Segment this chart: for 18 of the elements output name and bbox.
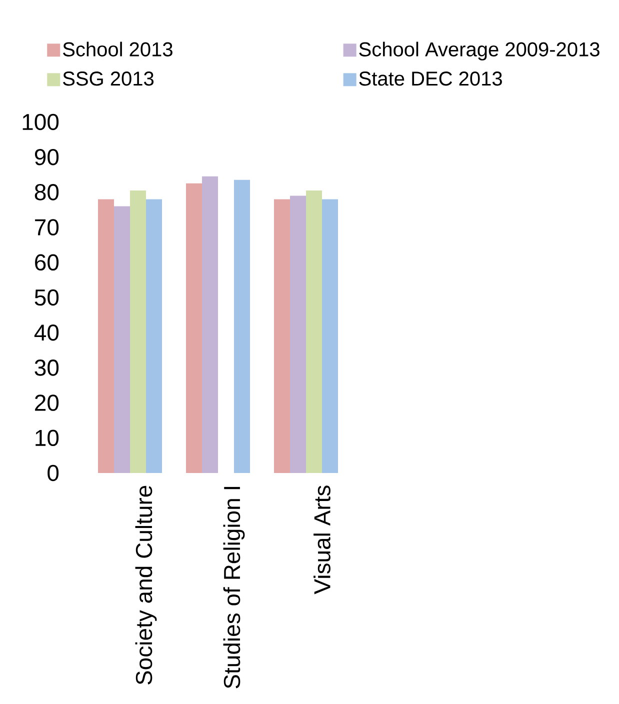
legend-label: School 2013	[63, 42, 172, 56]
legend-label: State DEC 2013	[359, 72, 502, 86]
y-tick-label: 10	[36, 430, 59, 446]
y-tick-label: 40	[34, 324, 59, 341]
legend-label: SSG 2013	[63, 72, 154, 86]
y-tick-label: 70	[35, 219, 59, 236]
y-tick-label: 100	[22, 114, 59, 130]
x-tick-label: Studies of Religion I	[223, 486, 245, 688]
y-tick-label: 0	[48, 464, 59, 482]
legend-label: School Average 2009-2013	[359, 42, 600, 60]
x-tick-label: Visual Arts	[314, 486, 330, 594]
y-tick-label: 20	[35, 394, 59, 411]
y-tick-label: 30	[34, 360, 59, 376]
y-tick-label: 50	[34, 289, 59, 306]
y-tick-label: 90	[34, 148, 59, 166]
y-tick-label: 80	[34, 184, 59, 200]
x-tick-label: Society and Culture	[135, 486, 157, 684]
y-tick-label: 60	[35, 254, 59, 271]
